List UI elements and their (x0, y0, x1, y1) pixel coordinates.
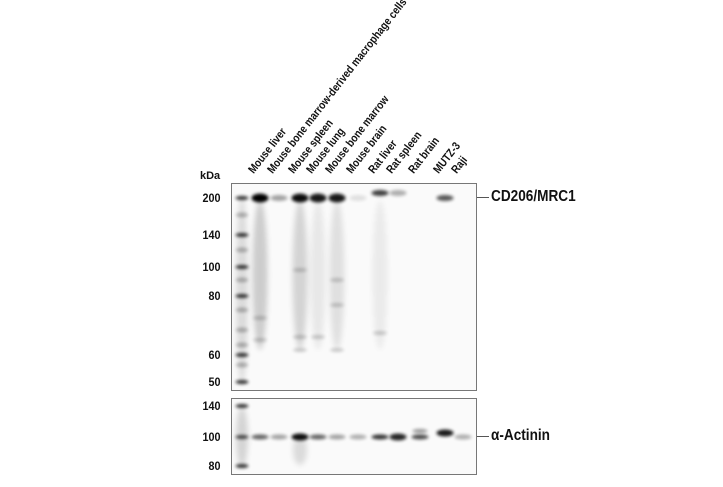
mw-marker-140: 140 (202, 228, 221, 242)
minor-band (330, 278, 344, 282)
mw-marker-140: 140 (202, 399, 221, 413)
actinin-band (454, 434, 472, 440)
actinin-band (371, 434, 389, 440)
mw-marker-80: 80 (208, 459, 221, 473)
lane-smear (310, 200, 326, 350)
actinin-band (411, 434, 429, 440)
actinin-band (251, 434, 269, 440)
mw-marker-100: 100 (202, 430, 221, 444)
upper-blot-panel (231, 183, 477, 391)
cd206-band (371, 190, 389, 196)
minor-band (373, 331, 387, 335)
cd206-band (349, 195, 367, 201)
lane-smear (372, 200, 388, 350)
minor-band (253, 316, 267, 320)
actinin-band (349, 434, 367, 440)
unit-label: kDa (200, 170, 221, 182)
minor-band (293, 268, 307, 272)
cd206-band (309, 193, 327, 203)
target-pointer-upper (477, 197, 489, 198)
cd206-band (251, 193, 269, 203)
actinin-band (436, 429, 454, 437)
minor-band (311, 335, 325, 339)
cd206-band (389, 190, 407, 196)
lane-smear (329, 200, 345, 350)
mw-marker-80: 80 (208, 289, 221, 303)
target-pointer-lower (477, 436, 489, 437)
cd206-band (270, 195, 288, 201)
mw-marker-100: 100 (202, 260, 221, 274)
cd206-band (436, 195, 454, 201)
cd206-band (328, 193, 346, 203)
actinin-band (328, 434, 346, 440)
mw-marker-200: 200 (202, 191, 221, 205)
minor-band (330, 303, 344, 307)
actinin-band (389, 433, 407, 441)
ladder-smear (236, 195, 248, 385)
ladder-band (235, 404, 249, 408)
minor-band (293, 335, 307, 339)
lane-smear (292, 200, 308, 350)
cd206-band (291, 193, 309, 203)
lane-smear (293, 435, 307, 465)
actinin-band (309, 434, 327, 440)
target-label-lower: α-Actinin (491, 427, 550, 444)
mw-marker-60: 60 (208, 348, 221, 362)
lane-smear (252, 200, 268, 350)
minor-band (253, 338, 267, 342)
mw-marker-50: 50 (208, 375, 221, 389)
minor-band (330, 348, 344, 352)
ladder-smear (236, 407, 248, 467)
minor-band (293, 348, 307, 352)
target-label-upper: CD206/MRC1 (491, 188, 576, 205)
actinin-band (270, 434, 288, 440)
actinin-upper-band (412, 429, 428, 433)
